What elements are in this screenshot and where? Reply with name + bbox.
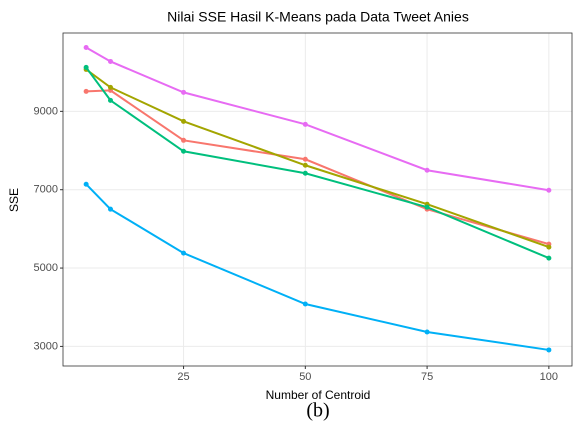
series-line (85, 68, 550, 249)
caption: (b) (306, 400, 329, 422)
y-tick-label: 5000 (34, 262, 58, 274)
series-line (85, 183, 550, 351)
plot-border (62, 32, 573, 367)
data-point (181, 118, 187, 124)
chart-title: Nilai SSE Hasil K-Means pada Data Tweet … (167, 9, 469, 25)
series-line (85, 66, 550, 260)
series-line (85, 46, 550, 192)
data-point (107, 97, 113, 103)
x-tick-label: 50 (299, 371, 311, 383)
data-point (546, 347, 552, 353)
x-tick-label: 75 (421, 371, 433, 383)
data-point (181, 89, 187, 95)
y-tick-label: 3000 (34, 340, 58, 352)
data-point (107, 58, 113, 64)
data-point (181, 148, 187, 154)
y-tick-label: 9000 (34, 105, 58, 117)
data-point (302, 162, 308, 168)
data-point (107, 206, 113, 212)
x-axis-label: Number of Centroid (266, 388, 371, 402)
data-point (302, 170, 308, 176)
y-tick-label: 7000 (34, 184, 58, 196)
data-point (83, 44, 89, 50)
data-point (83, 88, 89, 94)
data-point (302, 156, 308, 162)
x-tick-label: 100 (540, 371, 558, 383)
data-point (424, 167, 430, 173)
data-point (546, 255, 552, 261)
data-point (302, 121, 308, 127)
data-point (181, 250, 187, 256)
data-point (107, 84, 113, 90)
data-point (424, 204, 430, 210)
data-point (181, 137, 187, 143)
data-point (546, 187, 552, 193)
x-tick-label: 25 (177, 371, 189, 383)
data-point (424, 329, 430, 335)
plot-panel (63, 33, 572, 366)
data-point (546, 244, 552, 250)
data-point (83, 181, 89, 187)
y-axis-label: SSE (7, 188, 21, 212)
data-point (83, 64, 89, 70)
data-point (302, 301, 308, 307)
